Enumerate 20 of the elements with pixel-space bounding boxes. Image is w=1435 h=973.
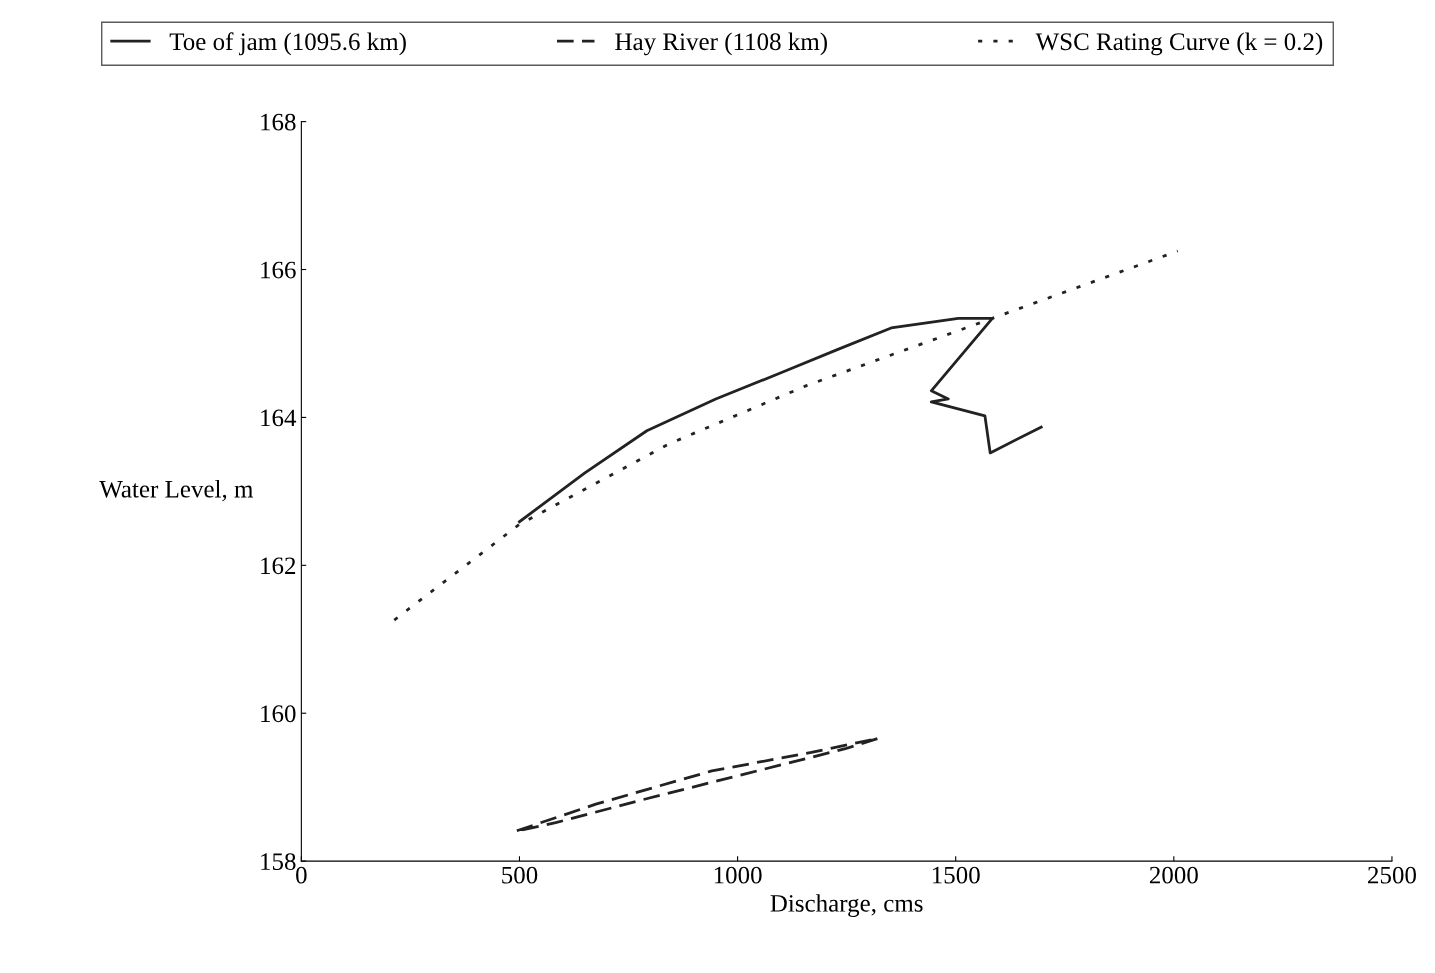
x-axis-title: Discharge, cms: [770, 894, 923, 917]
x-tick-label: 0: [296, 866, 307, 884]
y-tick-label: 158: [261, 853, 296, 871]
y-tick-label: 164: [261, 409, 297, 427]
legend-label: WSC Rating Curve (k = 0.2): [1035, 32, 1323, 56]
x-tick-label: 2000: [1149, 866, 1198, 884]
x-tick-label: 2500: [1368, 866, 1416, 884]
y-tick-label: 166: [261, 261, 296, 279]
y-tick-label: 168: [261, 113, 296, 131]
y-tick-label: 160: [261, 705, 296, 723]
line-series: [515, 736, 880, 833]
y-tick-label: 162: [261, 557, 296, 575]
x-tick-label: 1000: [714, 866, 762, 884]
line-series: [518, 316, 1043, 524]
x-tick-label: 1500: [932, 866, 980, 884]
legend-label: Toe of jam (1095.6 km): [169, 32, 406, 56]
y-axis-title: Water Level, m: [99, 480, 254, 502]
line-series: [392, 249, 1180, 622]
legend-label: Hay River (1108 km): [615, 32, 827, 56]
x-tick-label: 500: [502, 866, 538, 884]
